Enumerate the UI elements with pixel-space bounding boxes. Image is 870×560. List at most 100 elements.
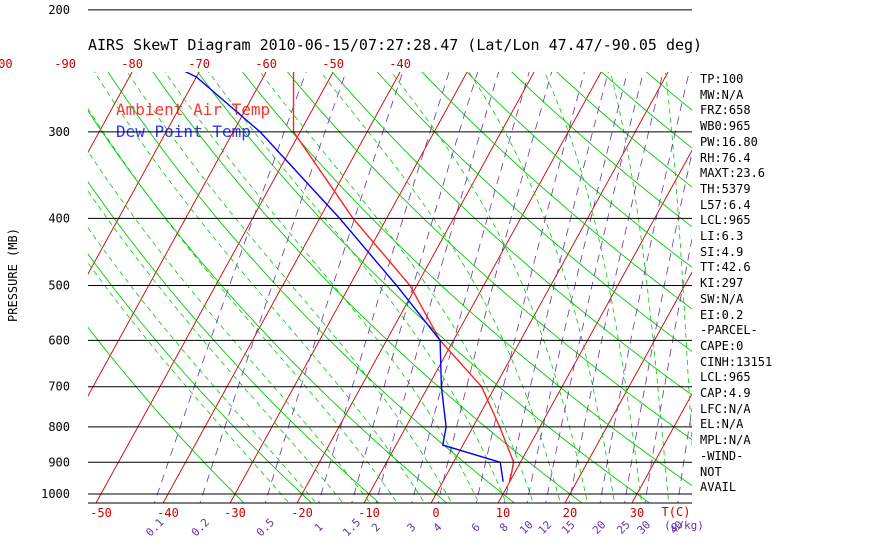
isotherm-line [162, 72, 401, 503]
dry-adiabat-line [331, 72, 692, 396]
mixing-ratio-label: 8 [497, 521, 511, 535]
top-temp-tick-label: -70 [188, 57, 210, 71]
dry-adiabat-line [556, 72, 692, 188]
pressure-tick-label: 400 [48, 211, 70, 225]
isotherm-line [497, 149, 692, 503]
bottom-temp-tick-label: 10 [496, 506, 510, 520]
dry-adiabat-line [107, 72, 516, 503]
mixing-ratio-line [624, 150, 692, 503]
index-item: EL:N/A [700, 417, 744, 432]
bottom-temp-tick-label: 30 [630, 506, 644, 520]
dewpoint-temp-line [184, 72, 504, 482]
top-temp-tick-label: -100 [0, 57, 13, 71]
mixing-ratio-line [644, 237, 692, 503]
bottom-temp-tick-label: -20 [291, 506, 313, 520]
index-item: TT:42.6 [700, 260, 751, 275]
top-temp-tick-label: -60 [255, 57, 277, 71]
dry-adiabat-line [421, 72, 692, 310]
mixing-ratio-line [318, 72, 450, 503]
bottom-temp-tick-label: -10 [358, 506, 380, 520]
moist-adiabat-line [259, 72, 534, 503]
dry-adiabat-line [645, 72, 692, 111]
index-item: CINH:13151 [700, 354, 773, 369]
index-item: MAXT:23.6 [700, 166, 766, 181]
dry-adiabat-line [600, 72, 692, 149]
mixing-ratio-label: 30 [635, 518, 654, 537]
moist-adiabat-line [665, 72, 692, 451]
bottom-temp-tick-label: -40 [157, 506, 179, 520]
dry-adiabat-line [197, 72, 651, 503]
bottom-temp-tick-label: 0 [432, 506, 439, 520]
top-temp-tick-label: -50 [322, 57, 344, 71]
mixing-ratio-label: 0.5 [254, 516, 277, 539]
isotherm-line [88, 72, 267, 397]
index-item: PW:16.80 [700, 134, 758, 149]
index-item: MPL:N/A [700, 433, 751, 448]
pressure-tick-label: 200 [48, 3, 70, 17]
mixing-ratio-label: 12 [536, 518, 555, 537]
mixing-ratio-label: 2 [369, 521, 383, 535]
index-item: SW:N/A [700, 291, 744, 306]
pressure-tick-label: 500 [48, 279, 70, 293]
chart-title: AIRS SkewT Diagram 2010-06-15/07:27:28.4… [88, 36, 703, 54]
mixing-ratio-label: 25 [614, 518, 633, 537]
moist-adiabat-line [88, 190, 344, 503]
index-item: LI:6.3 [700, 229, 744, 244]
moist-adiabat-line [609, 72, 670, 503]
dry-adiabat-line [286, 72, 692, 441]
dry-adiabat-line [466, 72, 692, 268]
pressure-tick-label: 700 [48, 380, 70, 394]
dry-adiabat-line [88, 326, 245, 503]
index-item: SI:4.9 [700, 244, 744, 259]
index-item: MW:N/A [700, 87, 744, 102]
mixing-ratio-line [437, 72, 553, 503]
mixing-ratio-line [351, 72, 479, 503]
pressure-tick-label: 300 [48, 125, 70, 139]
moist-adiabat-line [127, 72, 453, 503]
mixing-ratio-line [475, 72, 585, 503]
moist-adiabat-line [543, 72, 643, 503]
index-item: RH:76.4 [700, 150, 751, 165]
top-temp-tick-label: -40 [389, 57, 411, 71]
dry-adiabat-line [88, 253, 313, 503]
moist-adiabat-line [390, 72, 588, 503]
moist-adiabat-line [320, 72, 561, 503]
moist-adiabat-line [88, 150, 371, 503]
bottom-temp-tick-label: -50 [90, 506, 112, 520]
mixing-ratio-label: 15 [559, 518, 578, 537]
isotherm-line [631, 392, 692, 503]
index-item: LFC:N/A [700, 401, 751, 416]
dry-adiabat-line [152, 72, 583, 503]
mixing-ratio-label: 20 [590, 518, 609, 537]
mixing-ratio-label: 1 [312, 521, 326, 535]
mixing-ratio-line [504, 72, 609, 503]
moist-adiabat-line [88, 262, 290, 503]
index-item: WB0:965 [700, 119, 751, 134]
mixing-ratio-label: 0.2 [189, 516, 212, 539]
index-item: AVAIL [700, 480, 737, 495]
index-item: TH:5379 [700, 181, 751, 196]
index-item: L57:6.4 [700, 197, 751, 212]
dry-adiabat-line [242, 72, 692, 487]
temp-unit-label: T(C) [662, 505, 691, 519]
top-temp-tick-label: -80 [121, 57, 143, 71]
pressure-tick-label: 900 [48, 455, 70, 469]
isotherm-line [95, 72, 334, 503]
top-temp-tick-label: -90 [54, 57, 76, 71]
mixing-ratio-label: 10 [517, 518, 536, 537]
index-item: -PARCEL- [700, 323, 758, 338]
mixing-ratio-label: 4 [431, 520, 445, 534]
bottom-temp-tick-label: 20 [563, 506, 577, 520]
pressure-tick-label: 800 [48, 420, 70, 434]
moist-adiabat-line [208, 72, 507, 503]
mixing-ratio-line [375, 72, 500, 503]
index-item: LCL:965 [700, 370, 751, 385]
mixing-ratio-line [545, 72, 644, 503]
index-item: KI:297 [700, 276, 744, 291]
index-item: LCL:965 [700, 213, 751, 228]
plot-area [88, 72, 692, 503]
dry-adiabat-line [88, 181, 380, 503]
dry-adiabat-line [376, 72, 692, 353]
index-item: FRZ:658 [700, 103, 751, 118]
